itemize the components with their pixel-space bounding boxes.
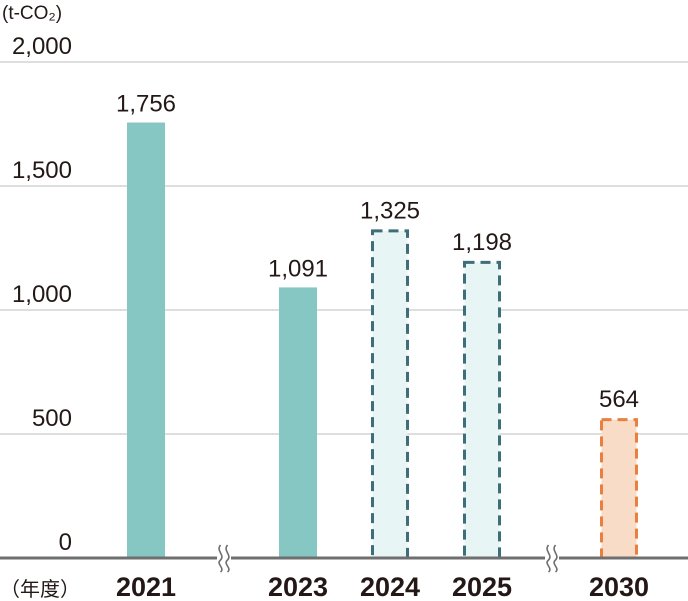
y-tick-label: 0: [59, 529, 72, 556]
y-tick-label: 2,000: [12, 33, 72, 60]
y-tick-label: 1,500: [12, 157, 72, 184]
bar-2021: [127, 122, 165, 559]
x-category-label-2025: 2025: [452, 572, 512, 601]
y-axis-tick-labels: 0 500 1,000 1,500 2,000: [12, 33, 72, 556]
x-category-label-2024: 2024: [360, 572, 420, 601]
axis-break-mark: [217, 544, 231, 573]
bar-2025: [463, 260, 501, 560]
data-label-2025: 1,198: [452, 229, 512, 256]
bar-2024: [371, 229, 409, 560]
x-category-label-2030: 2030: [589, 572, 649, 601]
y-tick-label: 500: [32, 405, 72, 432]
data-label-2023: 1,091: [268, 255, 328, 282]
axis-break-mark: [545, 544, 559, 573]
x-category-label-2023: 2023: [268, 572, 328, 601]
y-tick-label: 1,000: [12, 281, 72, 308]
y-axis-unit-label: (t-CO₂): [2, 3, 62, 24]
bars: [127, 122, 638, 560]
data-label-2024: 1,325: [360, 197, 420, 224]
data-label-2021: 1,756: [116, 91, 176, 118]
x-axis-category-labels: 2021 2023 2024 2025 2030: [116, 572, 649, 601]
bar-2030: [600, 418, 638, 560]
x-category-label-2021: 2021: [116, 572, 176, 601]
data-label-2030: 564: [599, 386, 639, 413]
data-labels: 1,756 1,091 1,325 1,198 564: [116, 91, 639, 414]
axis-break-marks: [217, 544, 559, 573]
bar-2023: [279, 287, 317, 558]
gridlines: [0, 61, 688, 435]
x-axis-unit-label: （年度）: [0, 577, 80, 601]
